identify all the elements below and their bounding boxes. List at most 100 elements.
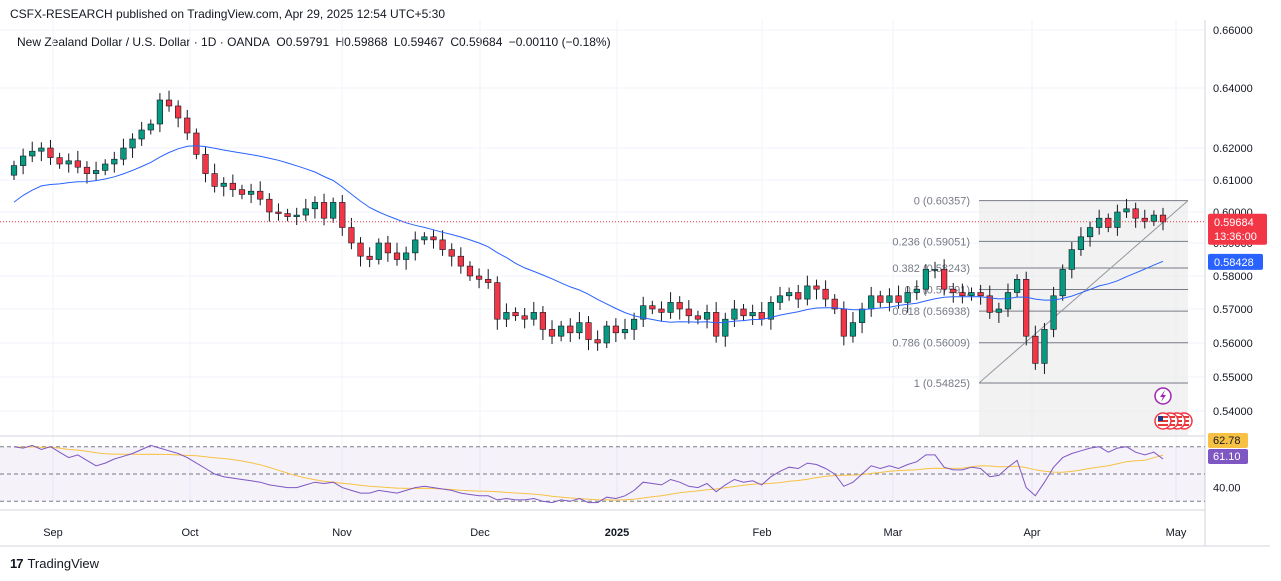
high-label: H (335, 35, 345, 49)
candle (913, 280, 920, 301)
time-tick-label: 2025 (605, 527, 629, 539)
candle (776, 286, 784, 311)
candle (539, 306, 547, 340)
candle (20, 148, 27, 175)
rsi-line (13, 444, 1164, 504)
candle (311, 196, 319, 219)
candle (138, 121, 145, 146)
candle (676, 296, 683, 320)
sma-price-label: 0.58428 (1208, 253, 1263, 270)
candle (849, 312, 857, 343)
candle (1086, 221, 1094, 247)
candle (466, 261, 474, 281)
time-tick-label: Nov (332, 527, 352, 539)
candle (1013, 274, 1021, 298)
candle (266, 193, 273, 222)
symbol-title: New Zealand Dollar / U.S. Dollar · 1D · … (17, 35, 270, 49)
candle (412, 231, 419, 261)
candle (293, 207, 300, 226)
price-tick-label: 0.66000 (1213, 25, 1253, 37)
low-value: 0.59467 (400, 35, 444, 49)
fib-level-label: 0.618 (0.56938) (892, 306, 970, 318)
svg-text:62.78: 62.78 (1213, 435, 1241, 447)
candle (594, 330, 601, 351)
candle (202, 147, 209, 183)
candle (521, 308, 528, 329)
candle (120, 138, 127, 166)
price-tick-label: 0.57000 (1213, 304, 1253, 316)
fibonacci-retracement[interactable]: 0 (0.60357) 0.236 (0.59051) 0.382 (0.58243… (892, 196, 1189, 436)
candle (56, 152, 63, 169)
tradingview-mark-icon: 17 (10, 556, 24, 571)
time-tick-label: Mar (884, 527, 903, 539)
candle (193, 128, 200, 160)
candle (375, 238, 382, 265)
price-axis[interactable]: 0.660000.640000.620000.610000.600000.590… (1213, 25, 1253, 495)
symbol-legend: New Zealand Dollar / U.S. Dollar · 1D · … (17, 35, 611, 49)
candle (494, 276, 501, 330)
candle (658, 301, 665, 322)
candle (102, 159, 109, 176)
fib-level-label: 0 (0.60357) (914, 196, 970, 208)
rsi-value-label: 61.10 (1208, 449, 1248, 464)
candle (357, 237, 364, 267)
candle (986, 285, 993, 319)
candle (320, 193, 328, 226)
price-tick-label: 0.54000 (1213, 406, 1253, 418)
candle (275, 203, 282, 221)
lightning-icon[interactable] (1154, 387, 1172, 405)
candle (257, 181, 264, 206)
time-axis[interactable]: Sep Oct Nov Dec 2025 Feb Mar Apr May (43, 527, 1187, 539)
candle (439, 230, 446, 256)
candle (403, 246, 410, 270)
candle (247, 183, 255, 204)
time-tick-label: Dec (470, 527, 490, 539)
sma-line (13, 145, 1164, 324)
candle (1032, 325, 1039, 370)
candle (503, 303, 510, 328)
candle (895, 285, 902, 309)
candle (722, 312, 729, 347)
candle (959, 283, 966, 304)
candle (995, 302, 1002, 323)
candle (65, 153, 72, 173)
candle (950, 282, 957, 303)
candle (512, 307, 519, 321)
last-price-label: 0.59684 13:36:00 (1208, 213, 1267, 245)
publisher-line: CSFX-RESEARCH published on TradingView.c… (10, 7, 446, 21)
candlesticks (10, 90, 1167, 374)
candle (822, 280, 829, 307)
candle (904, 286, 911, 313)
us-flag-icon[interactable] (1154, 412, 1172, 430)
candle (1059, 264, 1066, 301)
candle (184, 109, 191, 140)
rsi-pane (0, 444, 1205, 504)
candle (10, 160, 18, 180)
event-icons[interactable] (1154, 387, 1193, 430)
candle (758, 302, 765, 326)
candle (384, 235, 391, 262)
candle (302, 198, 309, 221)
candle (485, 269, 492, 289)
low-label: L (393, 35, 401, 49)
candle (685, 300, 692, 324)
candle (175, 100, 182, 128)
svg-text:0.59684: 0.59684 (1214, 217, 1254, 229)
candle (92, 161, 100, 181)
candle (767, 296, 774, 330)
candle (749, 304, 756, 325)
candle (612, 318, 619, 342)
candle (649, 300, 656, 315)
candle (877, 290, 884, 308)
candle (795, 284, 802, 309)
rsi-ma-label: 62.78 (1208, 433, 1248, 448)
candle (640, 296, 647, 328)
candle (1159, 207, 1167, 231)
candle (941, 259, 948, 296)
tradingview-logo[interactable]: 17 TradingView (10, 556, 99, 571)
price-tick-label: 0.55000 (1213, 372, 1253, 384)
candle (840, 301, 847, 346)
candle (621, 318, 629, 340)
fib-level-label: 0.236 (0.59051) (892, 236, 970, 248)
